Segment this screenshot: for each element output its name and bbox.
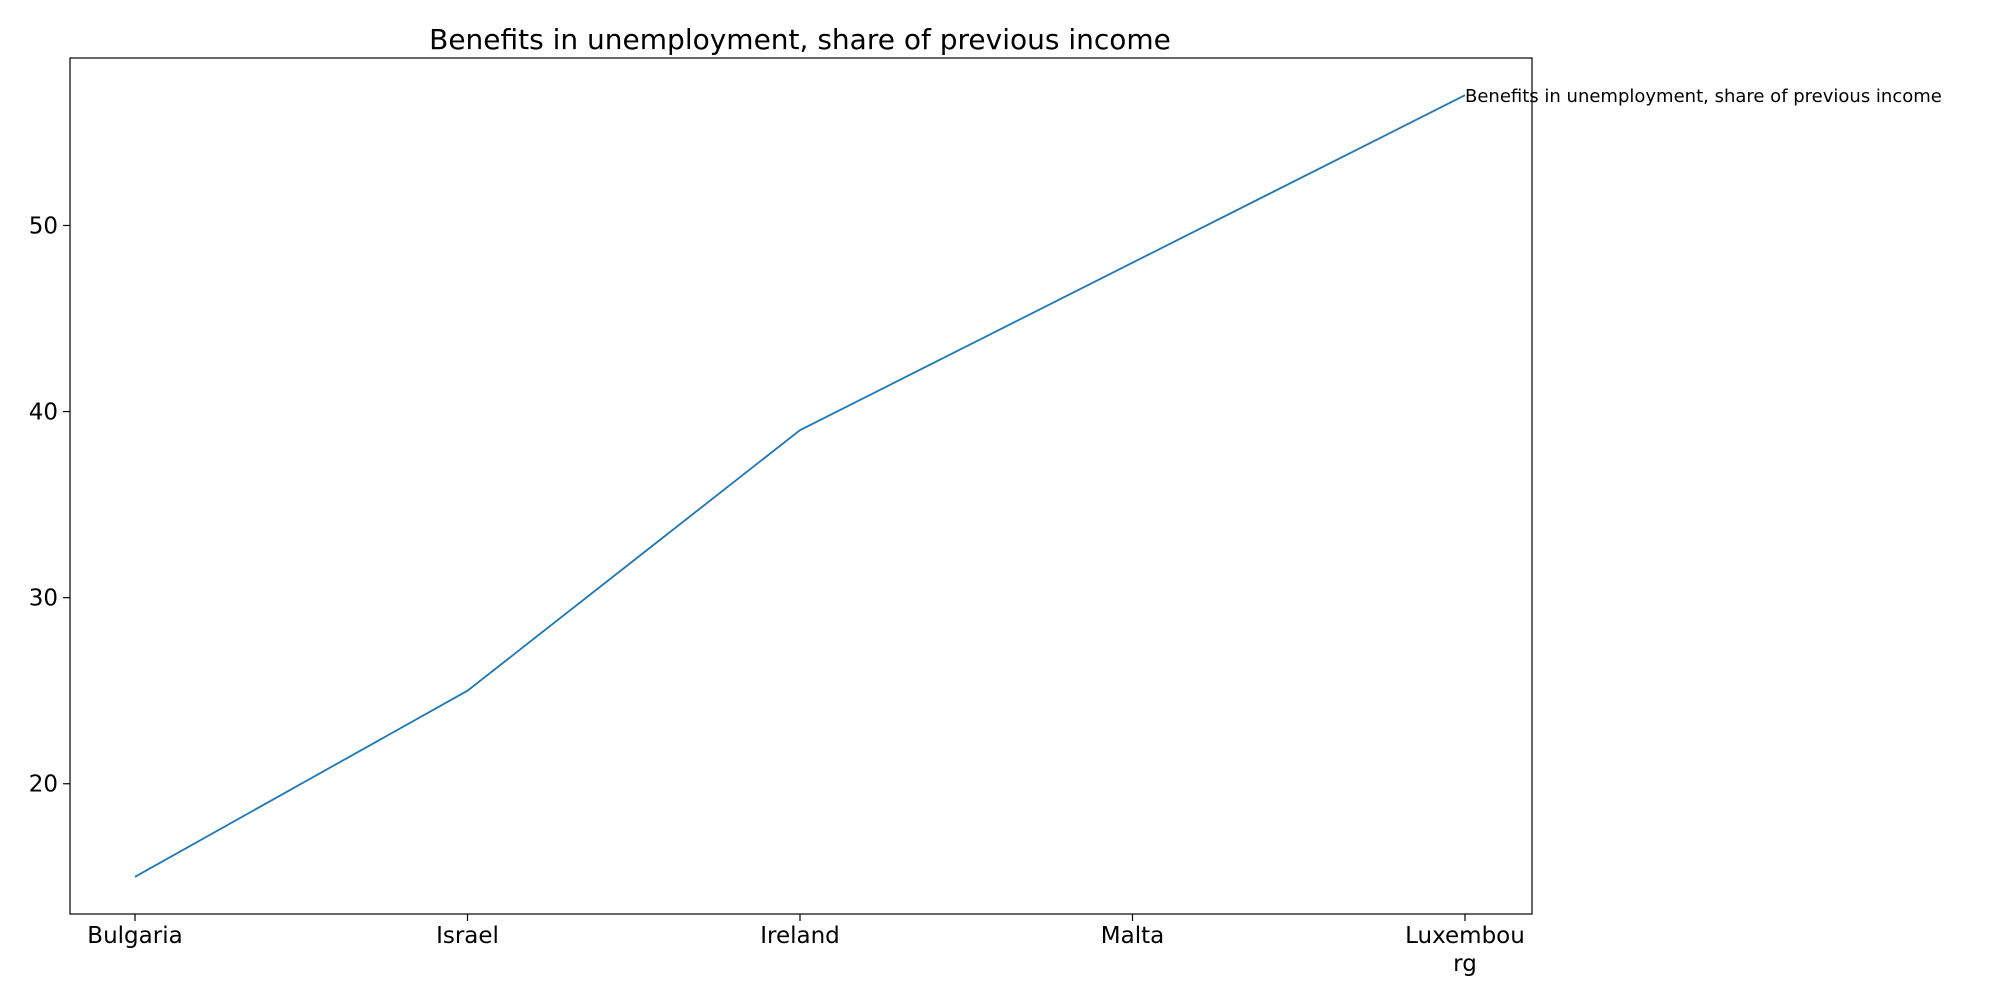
x-tick-label-line: Malta [1101, 923, 1164, 949]
x-tick-label: Malta [1101, 923, 1164, 949]
x-tick-label-line: Ireland [760, 923, 840, 949]
y-tick-label: 50 [29, 213, 58, 239]
y-axis: 20 30 40 50 [29, 213, 70, 798]
x-tick-label: Luxembou rg [1405, 923, 1525, 977]
series-line [134, 94, 1466, 878]
x-tick-label: Israel [436, 923, 499, 949]
series-layer: Benefits in unemployment, share of previ… [134, 86, 1942, 878]
series-end-label: Benefits in unemployment, share of previ… [1465, 86, 1942, 107]
x-axis: Bulgaria Israel Ireland Malta Luxembou rg [87, 914, 1525, 977]
x-tick-label-line: rg [1453, 951, 1477, 977]
x-tick-label: Bulgaria [87, 923, 182, 949]
chart-title: Benefits in unemployment, share of previ… [429, 23, 1171, 56]
y-tick-label: 40 [29, 400, 58, 426]
x-tick-label: Ireland [760, 923, 840, 949]
y-tick-label: 20 [29, 772, 58, 798]
plot-frame [69, 57, 1533, 915]
y-tick-label: 30 [29, 586, 58, 612]
x-tick-label-line: Luxembou [1405, 923, 1525, 949]
x-tick-label-line: Bulgaria [87, 923, 182, 949]
x-tick-label-line: Israel [436, 923, 499, 949]
